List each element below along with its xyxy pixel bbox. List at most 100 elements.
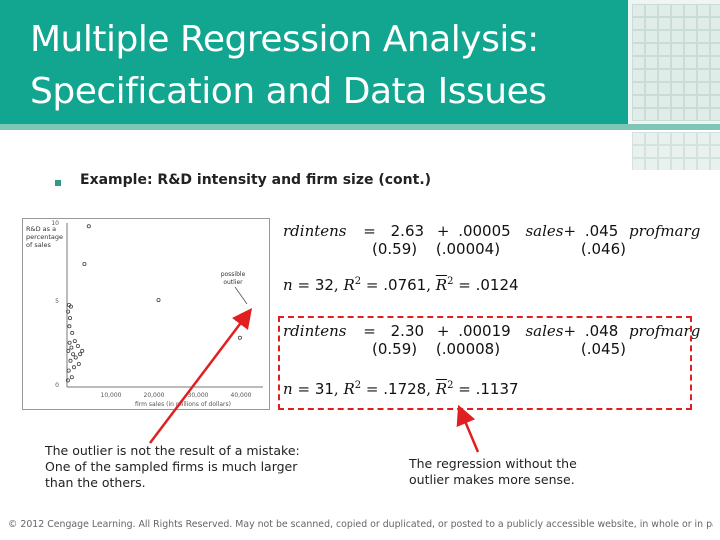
decorative-cell	[645, 17, 658, 30]
data-point	[80, 348, 85, 353]
decorative-cell	[710, 95, 720, 108]
outlier-annotation-line-2: outlier	[223, 279, 243, 286]
eq1-comma-2: ,	[426, 276, 432, 294]
title-underline	[0, 124, 720, 130]
decorative-cell	[645, 4, 658, 17]
decorative-cell	[671, 30, 684, 43]
eq2-dependent-var: rdintens	[283, 322, 347, 340]
decorative-cell	[684, 43, 697, 56]
y-tick-label: 0	[55, 382, 59, 389]
data-point	[73, 355, 78, 360]
data-point	[68, 358, 73, 363]
scatter-svg: R&D as a percentage of sales 10 5 0 10,0…	[26, 220, 263, 408]
decorative-cell	[697, 145, 710, 158]
copyright-footer: © 2012 Cengage Learning. All Rights Rese…	[8, 519, 713, 530]
decorative-cell	[710, 145, 720, 158]
decorative-book-graphic	[628, 0, 720, 124]
decorative-cell	[632, 30, 645, 43]
data-point	[65, 378, 70, 383]
decorative-cell	[632, 43, 645, 56]
decorative-cell	[697, 17, 710, 30]
decorative-cell	[710, 158, 720, 170]
eq1-r2-equals: =	[365, 276, 379, 294]
eq1-var-2: profmarg	[629, 222, 701, 240]
eq1-n-equals: =	[297, 276, 311, 294]
eq1-adj-r2: .0124	[475, 276, 519, 294]
eq2-r2-equals: =	[365, 380, 379, 398]
decorative-cell	[671, 95, 684, 108]
eq1-var-1: sales	[525, 222, 564, 240]
decorative-cell	[658, 108, 671, 121]
data-point	[70, 330, 75, 335]
data-point	[156, 298, 161, 303]
equation-1-line-1: rdintens = 2.63 + .00005 sales+ .045 pro…	[283, 222, 700, 240]
decorative-cell	[671, 43, 684, 56]
eq2-coef-1: .00019	[458, 322, 511, 340]
y-tick-label: 5	[55, 298, 59, 305]
data-point	[69, 375, 74, 380]
equation-1-stats: n = 32, R2 = .0761, R2 = .0124	[283, 276, 519, 294]
data-point	[82, 262, 87, 267]
data-point	[68, 304, 73, 309]
decorative-cell	[671, 108, 684, 121]
decorative-cell	[645, 82, 658, 95]
data-point	[69, 345, 74, 350]
eq2-n-symbol: n	[283, 380, 293, 398]
equation-2-line-1: rdintens = 2.30 + .00019 sales+ .048 pro…	[283, 322, 700, 340]
decorative-cell	[671, 82, 684, 95]
eq2-comma-1: ,	[333, 380, 339, 398]
bullet-marker	[55, 180, 61, 186]
scatter-plot: R&D as a percentage of sales 10 5 0 10,0…	[22, 218, 270, 410]
data-point	[67, 324, 72, 329]
arrow-to-outlier	[149, 308, 253, 444]
data-point	[66, 368, 71, 373]
eq2-n: 31	[314, 380, 334, 398]
decorative-cell	[658, 17, 671, 30]
decorative-cell	[697, 43, 710, 56]
decorative-cell	[710, 82, 720, 95]
decorative-cell	[684, 69, 697, 82]
right-note-line: outlier makes more sense.	[409, 472, 575, 487]
outlier-pointer-line	[234, 286, 248, 305]
eq1-adjr2-symbol: R	[435, 276, 448, 294]
decorative-cell	[645, 56, 658, 69]
decorative-cell	[645, 30, 658, 43]
decorative-cell	[710, 108, 720, 121]
left-note-line: than the others.	[45, 475, 146, 490]
decorative-cell	[645, 132, 658, 145]
data-points	[65, 224, 242, 383]
eq2-se-1: (.00008)	[435, 340, 501, 358]
decorative-cell	[684, 4, 697, 17]
decorative-cell	[671, 4, 684, 17]
data-point	[78, 352, 83, 357]
equation-1-std-errors: (0.59) (.00004) (.046)	[372, 240, 626, 258]
eq1-plus-2: +	[563, 222, 577, 240]
decorative-cell	[697, 95, 710, 108]
decorative-cell	[684, 95, 697, 108]
decorative-cell	[632, 145, 645, 158]
decorative-cell	[684, 158, 697, 170]
decorative-cell	[697, 158, 710, 170]
decorative-cell	[710, 132, 720, 145]
bullet-text: Example: R&D intensity and firm size (co…	[80, 172, 432, 188]
data-point	[75, 344, 80, 349]
eq1-comma-1: ,	[333, 276, 339, 294]
outlier-annotation-line-1: possible	[221, 271, 246, 278]
eq2-adjr2-symbol: R	[435, 380, 448, 398]
y-axis-label-line-2: percentage	[26, 233, 63, 241]
data-point	[86, 224, 91, 229]
decorative-cell	[697, 30, 710, 43]
y-axis-label-line-3: of sales	[26, 241, 52, 249]
decorative-cell	[658, 145, 671, 158]
data-point	[72, 339, 77, 344]
eq1-adjr2-exp: 2	[447, 276, 454, 287]
left-note-line: One of the sampled firms is much larger	[45, 459, 298, 474]
decorative-cell	[645, 145, 658, 158]
decorative-cell	[632, 158, 645, 170]
decorative-cell	[671, 17, 684, 30]
decorative-cell	[697, 132, 710, 145]
decorative-cell	[658, 43, 671, 56]
y-tick-label: 10	[51, 220, 59, 227]
decorative-cell	[710, 17, 720, 30]
